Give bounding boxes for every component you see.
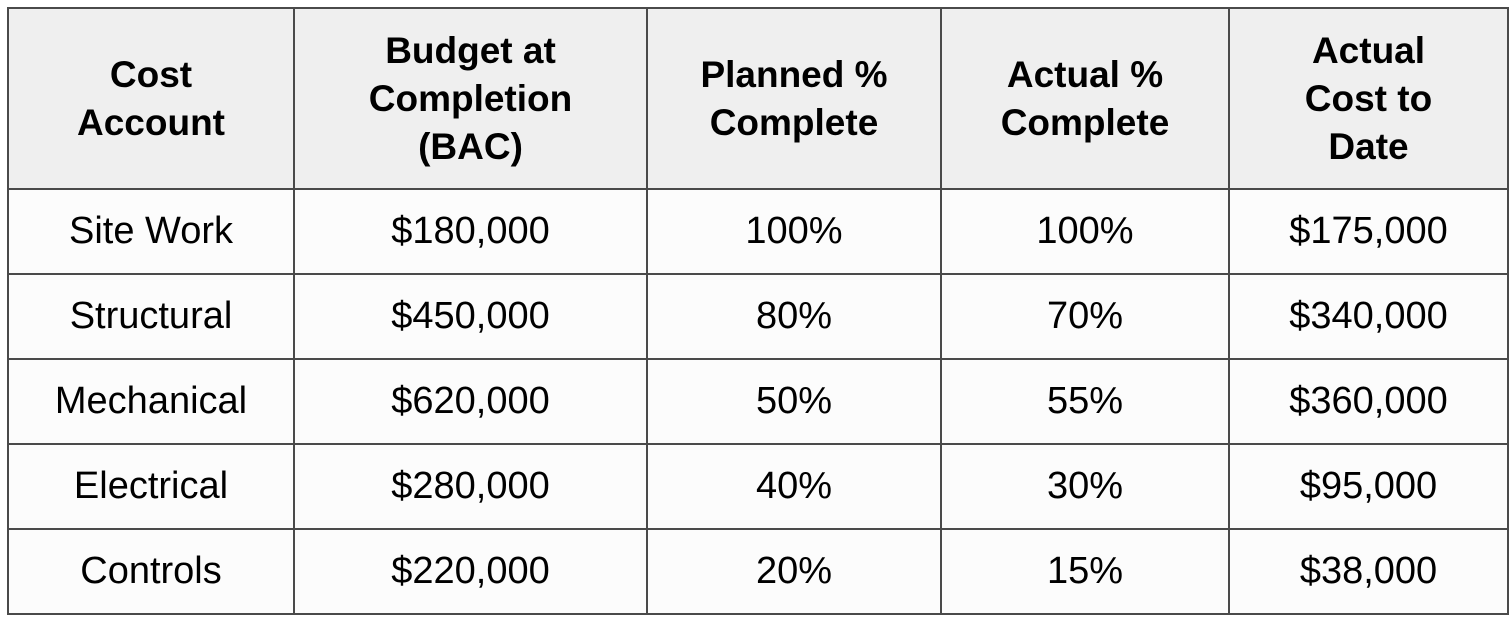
table-row: Mechanical $620,000 50% 55% $360,000 (7, 358, 1509, 445)
header-cell: Budget at Completion (BAC) (293, 7, 648, 190)
table-cell: 15% (940, 528, 1230, 615)
table-cell: Mechanical (7, 358, 295, 445)
header-cell: Actual Cost to Date (1228, 7, 1509, 190)
header-row: Cost Account Budget at Completion (BAC) Pl… (7, 7, 1509, 190)
table-cell: 20% (646, 528, 942, 615)
header-text: Budget at Completion (BAC) (368, 29, 573, 167)
table-cell: $360,000 (1228, 358, 1509, 445)
header-cell: Cost Account (7, 7, 295, 190)
table-cell: Structural (7, 273, 295, 360)
table-cell: $95,000 (1228, 443, 1509, 530)
table-cell: $280,000 (293, 443, 648, 530)
header-text: Cost Account (77, 53, 225, 143)
header-text: Actual % Complete (1000, 53, 1170, 143)
table-row: Controls $220,000 20% 15% $38,000 (7, 528, 1509, 615)
header-cell: Planned % Complete (646, 7, 942, 190)
table-cell: 80% (646, 273, 942, 360)
table-cell: Controls (7, 528, 295, 615)
header-text: Planned % Complete (700, 53, 888, 143)
table-cell: 70% (940, 273, 1230, 360)
table-cell: $220,000 (293, 528, 648, 615)
table-body: Site Work $180,000 100% 100% $175,000 Structu… (7, 188, 1509, 615)
table-row: Electrical $280,000 40% 30% $95,000 (7, 443, 1509, 530)
table-cell: 30% (940, 443, 1230, 530)
table-cell: 100% (940, 188, 1230, 275)
table-cell: $175,000 (1228, 188, 1509, 275)
header-cell: Actual % Complete (940, 7, 1230, 190)
data-table: Cost Account Budget at Completion (BAC) Pl… (7, 7, 1509, 615)
table-row: Site Work $180,000 100% 100% $175,000 (7, 188, 1509, 275)
table-cell: Electrical (7, 443, 295, 530)
table-cell: $620,000 (293, 358, 648, 445)
table-cell: 100% (646, 188, 942, 275)
table-cell: $450,000 (293, 273, 648, 360)
table-cell: $180,000 (293, 188, 648, 275)
table-row: Structural $450,000 80% 70% $340,000 (7, 273, 1509, 360)
table-cell: $340,000 (1228, 273, 1509, 360)
table-cell: $38,000 (1228, 528, 1509, 615)
table-cell: 40% (646, 443, 942, 530)
header-text: Actual Cost to Date (1304, 29, 1433, 167)
table-cell: Site Work (7, 188, 295, 275)
table-cell: 50% (646, 358, 942, 445)
table-cell: 55% (940, 358, 1230, 445)
